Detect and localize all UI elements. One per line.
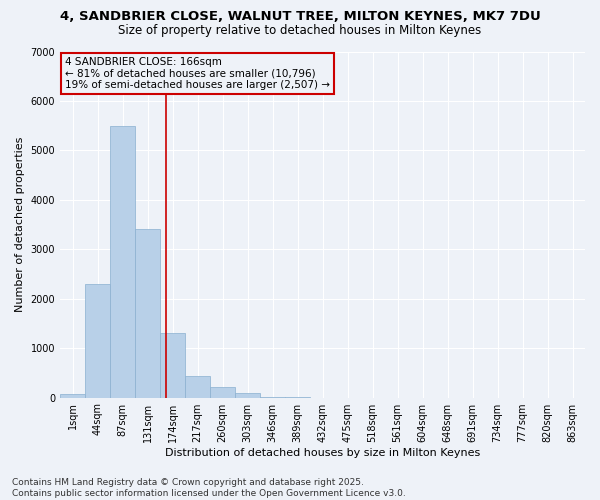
Text: Size of property relative to detached houses in Milton Keynes: Size of property relative to detached ho… <box>118 24 482 37</box>
Bar <box>110 126 135 398</box>
X-axis label: Distribution of detached houses by size in Milton Keynes: Distribution of detached houses by size … <box>165 448 480 458</box>
Bar <box>235 393 260 398</box>
Y-axis label: Number of detached properties: Number of detached properties <box>15 137 25 312</box>
Text: 4 SANDBRIER CLOSE: 166sqm
← 81% of detached houses are smaller (10,796)
19% of s: 4 SANDBRIER CLOSE: 166sqm ← 81% of detac… <box>65 56 330 90</box>
Bar <box>60 394 85 398</box>
Bar <box>185 376 210 398</box>
Text: 4, SANDBRIER CLOSE, WALNUT TREE, MILTON KEYNES, MK7 7DU: 4, SANDBRIER CLOSE, WALNUT TREE, MILTON … <box>59 10 541 23</box>
Text: Contains HM Land Registry data © Crown copyright and database right 2025.
Contai: Contains HM Land Registry data © Crown c… <box>12 478 406 498</box>
Bar <box>85 284 110 398</box>
Bar <box>210 386 235 398</box>
Bar <box>160 334 185 398</box>
Bar <box>135 230 160 398</box>
